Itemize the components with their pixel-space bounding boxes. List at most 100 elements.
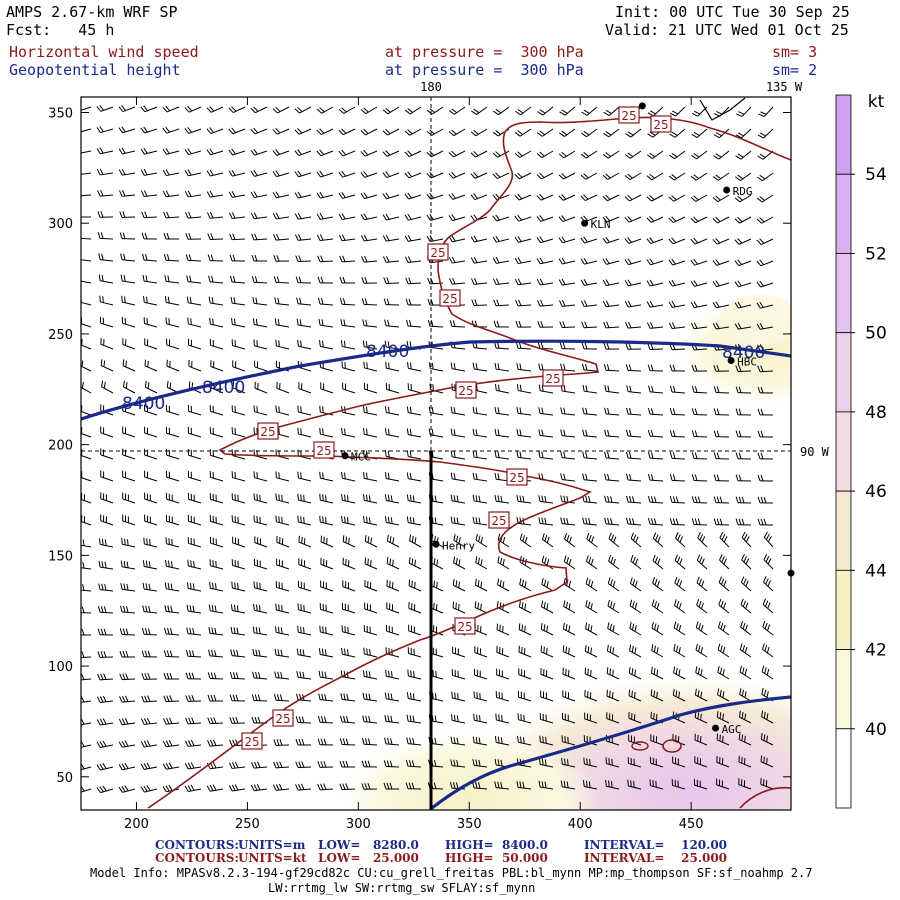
wind-barb [384,428,400,438]
wind-barb [298,535,312,548]
wind-barb [383,782,400,790]
wind-barb [319,340,334,350]
wind-barb [757,128,774,139]
wind-barb [118,785,136,793]
wind-barb [295,761,312,769]
wind-barb [384,737,400,746]
forecast-hour: Fcst: 45 h [6,21,115,39]
wind-barb [514,278,532,286]
wind-barb [625,473,642,482]
wind-barb [231,405,246,416]
y-tick-label: 150 [48,549,73,564]
wind-barb [735,365,752,372]
wind-barb [757,430,774,438]
wind-barb [98,560,114,570]
wind-barb [81,172,92,175]
wind-barb [716,733,730,746]
wind-barb [514,236,532,243]
wind-barb [120,274,136,284]
wind-barb [713,128,730,139]
wind-barb [297,580,312,592]
wind-barb [254,360,268,372]
station-marker [712,724,720,732]
wind-barb [756,323,774,330]
wind-barb [251,254,268,262]
wind-barb [606,712,620,724]
wind-barb [100,426,114,438]
speed-label: 25 [621,109,636,123]
x-tick-label: 200 [124,817,149,832]
wind-barb [206,106,224,113]
station-label: KLN [591,218,611,231]
wind-barb [406,494,422,504]
lon-90w-label: 90 W [800,445,830,459]
wind-barb [735,408,752,416]
wind-barb [492,257,510,264]
wind-barb [625,343,642,350]
wind-barb [607,599,620,614]
wind-barb [186,604,202,614]
wind-barb [318,297,334,306]
wind-barb [228,784,246,792]
wind-barb [582,429,598,438]
wind-barb [294,149,312,157]
wind-barb [250,170,268,177]
wind-barb [81,651,92,658]
colorbar-label: 40 [865,720,887,740]
wind-barb [119,650,136,658]
wind-barb [760,732,774,746]
wind-barb [119,211,136,218]
wind-barb [297,339,312,350]
field1-smoothing: sm= 3 [772,43,818,61]
wind-barb [516,451,532,460]
wind-barb [470,172,488,179]
wind-barb [96,147,114,155]
wind-barb [275,493,290,504]
stations: KLN RDG HBC MCC Henry AGC [341,102,795,736]
wind-barb [449,277,466,285]
wind-barb [669,408,686,416]
wind-barb [448,171,466,179]
wind-barb [360,128,378,136]
wind-barb [184,148,202,156]
wind-barb [342,557,356,570]
speed-label: 25 [442,292,457,306]
wind-barb [231,427,246,438]
wind-barb [317,255,334,263]
wind-barb [187,404,202,416]
station-label: HBC [737,356,757,369]
height-contour-units: UNITS=m [238,838,306,852]
wind-barb [426,106,444,115]
station-marker [341,452,349,460]
wind-barb [206,784,224,792]
wind-barb [185,254,202,262]
wind-barb [560,473,576,482]
wind-barb [405,759,422,768]
wind-barb [624,300,642,308]
wind-barb [185,649,202,658]
wind-barb [668,279,686,287]
wind-barb [536,128,554,137]
wind-barb [739,688,752,702]
wind-barb [206,127,224,135]
wind-barb [383,760,400,768]
wind-barb [560,517,576,526]
wind-barb [99,316,114,328]
wind-barb [718,576,730,592]
wind-barb [518,668,532,680]
wind-barb [757,365,774,373]
wind-barb [81,106,92,111]
wind-barb [539,735,554,746]
wind-barb [426,214,444,221]
wind-barb [275,515,290,526]
colorbar-segment [835,490,852,571]
wind-barb [122,359,136,372]
wind-barb [536,193,554,201]
wind-barb [319,471,334,482]
wind-barb [81,561,92,570]
wind-barb [624,258,642,266]
wind-barb [122,470,136,482]
wind-barb [558,257,576,265]
wind-barb [386,602,400,614]
wind-barb [717,666,730,680]
